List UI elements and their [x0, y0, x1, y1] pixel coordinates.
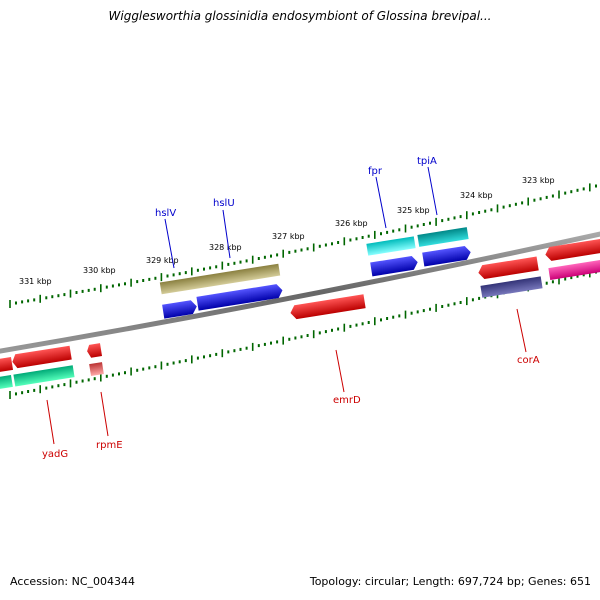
leader-corA [516, 308, 527, 353]
gene-arrow-blue-326[interactable] [370, 255, 419, 277]
tick-label-330: 330 kbp [83, 266, 116, 275]
gene-arrow-red-330[interactable] [11, 345, 72, 369]
gene-label-emrD[interactable]: emrD [333, 395, 361, 406]
leader-yadG [46, 399, 55, 445]
gene-arrow-yadG[interactable] [13, 365, 75, 387]
outer-tick-track [9, 183, 597, 308]
gene-arrow-tpiA[interactable] [417, 227, 469, 247]
gene-arrow-fpr[interactable] [366, 236, 416, 256]
gene-arrow-blue-325[interactable] [422, 245, 472, 267]
label-leaders [46, 166, 527, 445]
leader-emrD [335, 349, 345, 393]
tick-label-326: 326 kbp [335, 219, 368, 228]
tick-label-328: 328 kbp [209, 243, 242, 252]
gene-arrow-hslU[interactable] [196, 283, 283, 311]
genome-stats-text: Topology: circular; Length: 697,724 bp; … [309, 575, 591, 588]
leader-tpiA [427, 166, 438, 216]
tick-label-324: 324 kbp [460, 191, 493, 200]
accession-text: Accession: NC_004344 [10, 575, 136, 588]
gene-arrow-rpmE[interactable] [89, 362, 104, 377]
gene-arrow-red-small[interactable] [86, 343, 103, 358]
gene-label-tpiA[interactable]: tpiA [417, 156, 437, 167]
gene-labels: hslV hslU fpr tpiA yadG rpmE emrD corA [42, 156, 540, 460]
tick-label-327: 327 kbp [272, 232, 305, 241]
gene-arrow-pink-right-edge[interactable] [548, 259, 600, 280]
gene-label-fpr[interactable]: fpr [368, 166, 383, 177]
tick-label-323: 323 kbp [522, 176, 555, 185]
gene-label-hslU[interactable]: hslU [213, 198, 235, 209]
gene-label-hslV[interactable]: hslV [155, 208, 176, 219]
tick-label-329: 329 kbp [146, 256, 179, 265]
tick-label-325: 325 kbp [397, 206, 430, 215]
tick-label-331: 331 kbp [19, 277, 52, 286]
gene-arrow-red-324[interactable] [477, 256, 539, 280]
leader-rpmE [100, 391, 109, 437]
leader-hslV [164, 218, 175, 269]
genome-backbone [0, 231, 600, 354]
gene-arrow-olive[interactable] [159, 263, 281, 295]
gene-label-rpmE[interactable]: rpmE [96, 440, 123, 451]
gene-arrow-emrD[interactable] [289, 294, 366, 320]
gene-label-corA[interactable]: corA [517, 355, 540, 366]
reverse-genes [0, 238, 600, 390]
gene-arrow-hslV[interactable] [162, 299, 198, 319]
tick-labels: 331 kbp 330 kbp 329 kbp 328 kbp 327 kbp … [19, 176, 555, 286]
gene-arrow-corA[interactable] [480, 276, 543, 298]
gene-arrow-red-left-edge[interactable] [0, 356, 14, 373]
gene-arrow-green-left-edge[interactable] [0, 374, 13, 390]
gene-label-yadG[interactable]: yadG [42, 449, 68, 460]
map-title: Wigglesworthia glossinidia endosymbiont … [108, 9, 492, 23]
forward-genes [159, 227, 472, 319]
leader-hslU [222, 209, 231, 259]
leader-fpr [375, 176, 387, 229]
gene-arrow-red-right-edge[interactable] [544, 238, 600, 261]
